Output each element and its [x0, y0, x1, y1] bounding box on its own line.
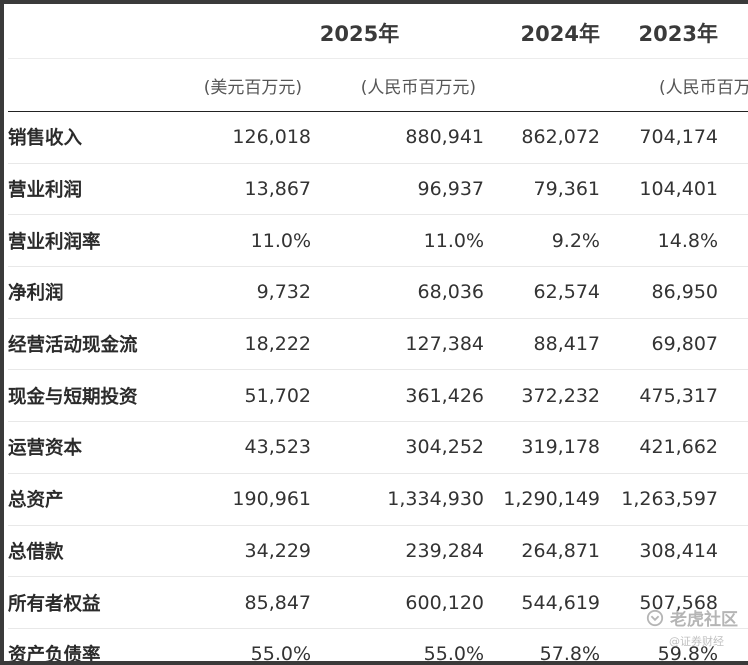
year-2024: 2024年: [520, 22, 600, 46]
value-2024-rmb: 862,072: [521, 126, 600, 149]
value-2024-rmb: 372,232: [521, 384, 600, 407]
value-2025-rmb: 304,252: [405, 436, 484, 459]
value-2024-rmb: 88,417: [533, 333, 600, 356]
table-row: 营业利润率 11.0% 11.0% 9.2% 14.8%: [8, 215, 748, 268]
value-2023-rmb: 69,807: [651, 333, 718, 356]
value-2025-usd: 9,732: [256, 281, 311, 304]
row-label: 经营活动现金流: [8, 335, 138, 357]
value-2025-rmb: 127,384: [405, 333, 484, 356]
year-2025: 2025年: [319, 22, 400, 46]
row-label: 总借款: [8, 541, 64, 563]
table-row: 现金与短期投资 51,702 361,426 372,232 475,317: [8, 370, 748, 423]
value-2024-rmb: 319,178: [521, 436, 600, 459]
unit-rmb-2023: (人民币百万元: [659, 77, 748, 98]
value-2025-usd: 43,523: [244, 436, 311, 459]
value-2025-rmb: 361,426: [405, 384, 484, 407]
row-label: 资产负债率: [8, 645, 101, 665]
value-2025-rmb: 1,334,930: [387, 488, 484, 511]
table-row: 运营资本 43,523 304,252 319,178 421,662: [8, 422, 748, 474]
value-2025-rmb: 239,284: [405, 539, 484, 562]
value-2023-rmb: 475,317: [639, 384, 718, 407]
row-label: 营业利润率: [8, 231, 101, 253]
row-label: 净利润: [8, 283, 64, 305]
table-row: 经营活动现金流 18,222 127,384 88,417 69,807: [8, 319, 748, 371]
value-2024-rmb: 544,619: [521, 591, 600, 614]
value-2025-usd: 126,018: [232, 126, 311, 149]
value-2023-rmb: 308,414: [639, 539, 718, 562]
row-label: 销售收入: [8, 128, 83, 150]
table-row: 营业利润 13,867 96,937 79,361 104,401: [8, 164, 748, 216]
value-2025-usd: 51,702: [244, 384, 311, 407]
row-label: 现金与短期投资: [8, 386, 138, 408]
value-2024-rmb: 62,574: [533, 281, 600, 304]
unit-usd: (美元百万元): [203, 77, 302, 98]
table-row: 资产负债率 55.0% 55.0% 57.8% 59.8%: [8, 629, 748, 665]
value-2025-usd: 18,222: [244, 333, 311, 356]
value-2024-rmb: 57.8%: [539, 643, 600, 665]
year-2023: 2023年: [638, 22, 718, 46]
table-row: 净利润 9,732 68,036 62,574 86,950: [8, 267, 748, 319]
financial-table: 2025年 2024年 2023年 (美元百万元) (人民币百万元) (人民币百…: [8, 8, 748, 665]
value-2023-rmb: 704,174: [639, 126, 718, 149]
row-label: 所有者权益: [8, 593, 101, 615]
value-2024-rmb: 79,361: [533, 178, 600, 201]
value-2023-rmb: 14.8%: [657, 229, 718, 252]
value-2025-usd: 55.0%: [250, 643, 311, 665]
table-row: 所有者权益 85,847 600,120 544,619 507,568: [8, 577, 748, 629]
value-2024-rmb: 1,290,149: [503, 488, 600, 511]
value-2023-rmb: 104,401: [639, 178, 718, 201]
value-2025-rmb: 55.0%: [423, 643, 484, 665]
value-2024-rmb: 9.2%: [551, 229, 600, 252]
table-row: 总借款 34,229 239,284 264,871 308,414: [8, 526, 748, 578]
value-2025-usd: 85,847: [244, 591, 311, 614]
value-2023-rmb: 421,662: [639, 436, 718, 459]
unit-header-row: (美元百万元) (人民币百万元) (人民币百万元: [8, 59, 748, 112]
value-2023-rmb: 1,263,597: [621, 488, 718, 511]
unit-rmb-2025: (人民币百万元): [360, 77, 476, 98]
row-label: 总资产: [8, 490, 64, 512]
row-label: 营业利润: [8, 180, 83, 202]
value-2023-rmb: 507,568: [639, 591, 718, 614]
year-header-row: 2025年 2024年 2023年: [8, 8, 748, 59]
value-2024-rmb: 264,871: [521, 539, 600, 562]
table-row: 总资产 190,961 1,334,930 1,290,149 1,263,59…: [8, 474, 748, 526]
value-2025-rmb: 11.0%: [423, 229, 484, 252]
row-label: 运营资本: [8, 438, 83, 460]
value-2025-rmb: 68,036: [417, 281, 484, 304]
value-2025-usd: 190,961: [232, 488, 311, 511]
value-2025-rmb: 600,120: [405, 591, 484, 614]
value-2025-usd: 11.0%: [250, 229, 311, 252]
table-row: 销售收入 126,018 880,941 862,072 704,174: [8, 112, 748, 164]
value-2023-rmb: 86,950: [651, 281, 718, 304]
value-2025-rmb: 880,941: [405, 126, 484, 149]
value-2025-rmb: 96,937: [417, 178, 484, 201]
value-2023-rmb: 59.8%: [657, 643, 718, 665]
value-2025-usd: 13,867: [244, 178, 311, 201]
value-2025-usd: 34,229: [244, 539, 311, 562]
